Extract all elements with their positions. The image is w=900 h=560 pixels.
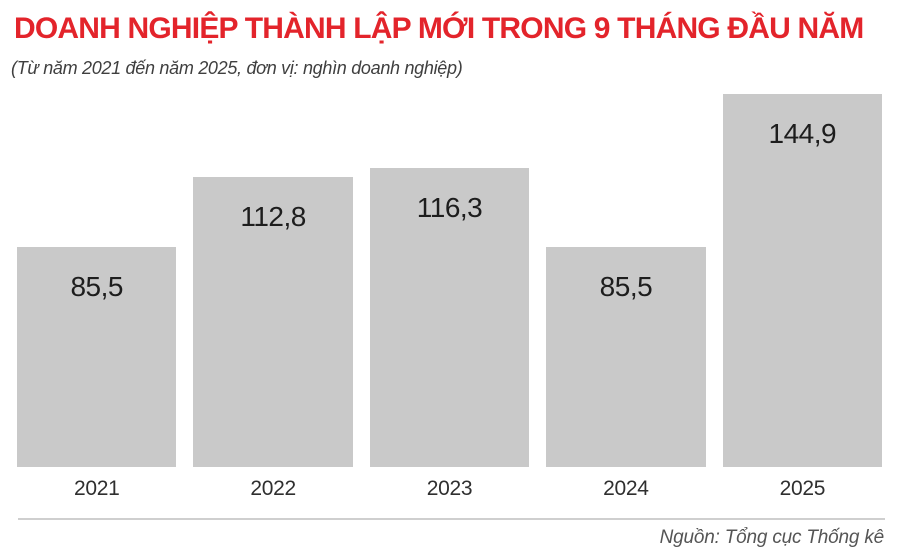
bar-2024: 85,5: [546, 247, 706, 467]
x-axis-label-2023: 2023: [426, 477, 473, 500]
bar-value-label: 85,5: [599, 271, 653, 302]
x-axis-label-2022: 2022: [250, 477, 296, 500]
bar-value-label: 85,5: [70, 271, 123, 302]
bar-2022: 112,8: [193, 177, 353, 467]
chart-subtitle: (Từ năm 2021 đến năm 2025, đơn vị: nghìn…: [11, 58, 463, 78]
bar-value-label: 112,8: [240, 201, 306, 232]
source-credit: Nguồn: Tổng cục Thống kê: [659, 527, 885, 548]
bar-chart-plot-area: 85,5 112,8 116,3 85,5 144,9: [17, 90, 883, 467]
footer-divider: [18, 518, 885, 520]
bar-2021: 85,5: [17, 247, 177, 467]
x-axis-label-2025: 2025: [779, 477, 826, 500]
bar-2023: 116,3: [369, 168, 530, 467]
chart-title: DOANH NGHIỆP THÀNH LẬP MỚI TRONG 9 THÁNG…: [14, 12, 864, 45]
x-axis-label-2024: 2024: [603, 477, 649, 500]
bar-value-label: 116,3: [416, 192, 483, 223]
x-axis-labels: 2021 2022 2023 2024 2025: [17, 477, 882, 501]
bar-2025: 144,9: [722, 94, 883, 467]
bar-value-label: 144,9: [768, 118, 837, 149]
x-axis-label-2021: 2021: [73, 477, 120, 500]
